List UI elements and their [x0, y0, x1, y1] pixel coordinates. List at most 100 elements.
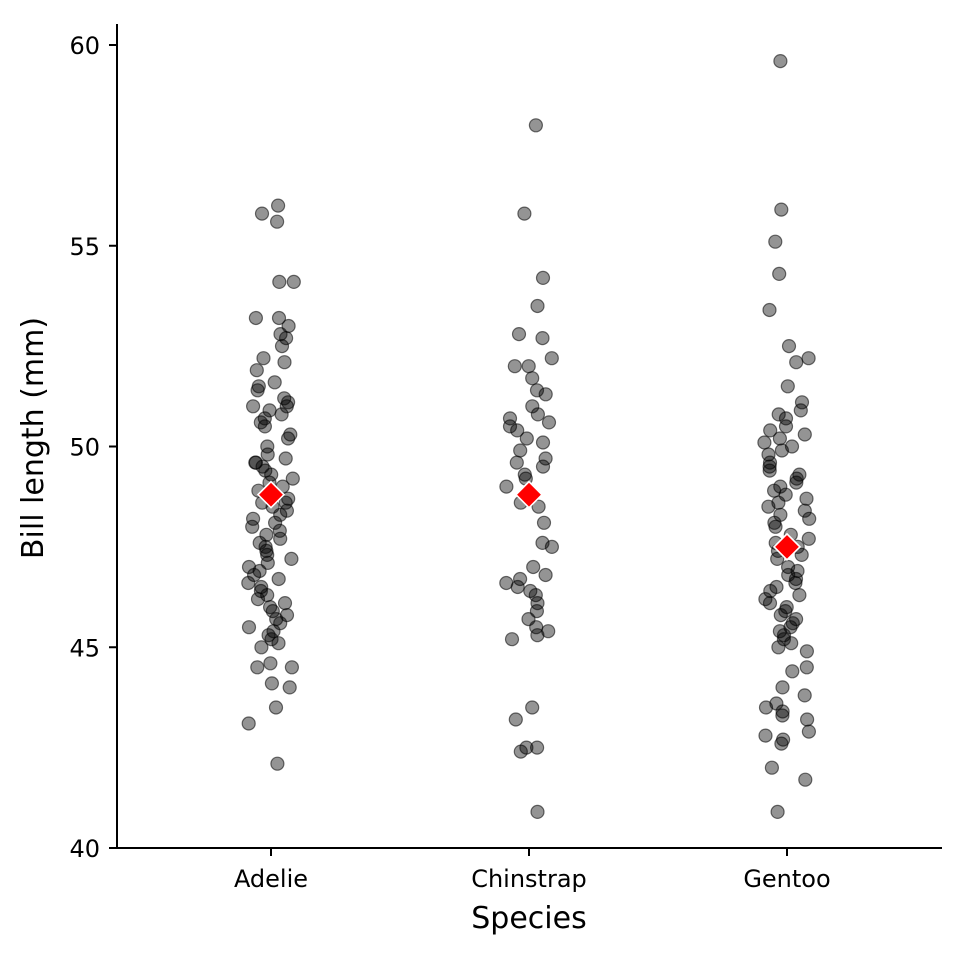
point-adelie-22	[274, 407, 289, 422]
point-adelie-74	[241, 620, 257, 635]
point-gentoo-19	[774, 443, 790, 458]
point-chinstrap-33	[538, 567, 553, 583]
point-adelie-23	[257, 411, 272, 426]
point-gentoo-51	[763, 583, 778, 599]
point-chinstrap-51	[530, 804, 545, 820]
x-axis-ticks: Adelie Chinstrap Gentoo	[234, 848, 831, 893]
point-gentoo-35	[802, 511, 817, 526]
point-gentoo-44	[770, 551, 785, 567]
point-adelie-11	[256, 351, 271, 366]
point-gentoo-66	[799, 644, 815, 659]
point-gentoo-59	[785, 616, 800, 631]
point-gentoo-0	[773, 53, 788, 69]
point-adelie-20	[246, 399, 261, 414]
point-gentoo-74	[775, 708, 790, 723]
point-adelie-0	[271, 198, 286, 213]
point-chinstrap-44	[530, 628, 545, 643]
x-tick-label-chinstrap: Chinstrap	[471, 865, 587, 893]
point-gentoo-76	[801, 724, 817, 739]
point-adelie-45	[279, 503, 294, 518]
point-gentoo-2	[768, 234, 783, 249]
point-gentoo-14	[763, 423, 778, 438]
point-gentoo-57	[773, 607, 788, 623]
point-gentoo-77	[758, 728, 773, 743]
point-gentoo-70	[797, 688, 812, 703]
point-adelie-57	[284, 551, 299, 567]
point-adelie-84	[282, 680, 297, 695]
point-chinstrap-31	[544, 539, 560, 555]
point-adelie-48	[268, 515, 283, 530]
point-gentoo-52	[792, 587, 807, 603]
point-gentoo-30	[799, 491, 814, 506]
point-adelie-13	[249, 363, 264, 378]
point-adelie-62	[271, 571, 286, 587]
point-chinstrap-21	[538, 451, 553, 466]
point-gentoo-61	[772, 624, 788, 639]
point-gentoo-82	[770, 804, 785, 820]
y-tick-label-50: 50	[69, 434, 100, 462]
point-adelie-3	[286, 274, 301, 289]
point-gentoo-3	[772, 266, 787, 281]
point-gentoo-48	[788, 571, 804, 587]
point-chinstrap-32	[526, 559, 541, 575]
point-adelie-83	[264, 676, 279, 691]
point-gentoo-54	[762, 595, 778, 611]
point-adelie-67	[250, 591, 266, 607]
point-adelie-80	[263, 656, 278, 671]
point-adelie-19	[279, 399, 294, 414]
point-chinstrap-11	[538, 387, 553, 402]
point-adelie-85	[268, 700, 284, 715]
point-adelie-1	[254, 206, 270, 221]
point-gentoo-1	[774, 202, 789, 217]
point-adelie-78	[271, 636, 286, 651]
point-adelie-77	[264, 632, 279, 647]
point-adelie-41	[281, 491, 296, 506]
point-gentoo-16	[772, 431, 788, 446]
point-gentoo-4	[762, 302, 777, 318]
y-tick-label-60: 60	[69, 32, 100, 60]
y-tick-label-55: 55	[69, 233, 100, 261]
point-chinstrap-43	[541, 624, 556, 639]
point-gentoo-75	[799, 712, 815, 727]
point-gentoo-10	[793, 403, 808, 418]
point-gentoo-8	[780, 379, 795, 394]
point-gentoo-11	[771, 407, 786, 422]
point-chinstrap-1	[517, 206, 532, 221]
point-gentoo-72	[758, 700, 774, 715]
point-adelie-87	[270, 756, 285, 771]
point-adelie-30	[278, 451, 293, 466]
point-chinstrap-46	[525, 700, 540, 715]
point-chinstrap-5	[535, 331, 550, 346]
point-gentoo-80	[764, 760, 780, 775]
data-points	[241, 53, 817, 820]
point-gentoo-79	[774, 736, 789, 751]
point-adelie-10	[274, 339, 290, 354]
point-gentoo-33	[797, 503, 812, 518]
point-chinstrap-10	[529, 383, 545, 398]
point-chinstrap-13	[530, 407, 546, 422]
point-chinstrap-18	[519, 431, 534, 446]
x-axis-title: Species	[471, 901, 586, 936]
point-adelie-14	[267, 375, 282, 390]
point-gentoo-22	[762, 459, 777, 474]
point-adelie-68	[277, 595, 293, 611]
point-chinstrap-3	[530, 298, 545, 314]
point-chinstrap-19	[535, 435, 551, 450]
point-gentoo-7	[789, 355, 804, 370]
point-adelie-24	[253, 415, 268, 430]
point-gentoo-43	[794, 547, 809, 563]
point-gentoo-32	[761, 499, 776, 514]
mean-marker-chinstrap	[514, 480, 544, 509]
point-chinstrap-9	[525, 371, 540, 386]
point-gentoo-5	[781, 339, 797, 354]
point-chinstrap-47	[508, 712, 523, 727]
point-chinstrap-29	[536, 515, 552, 530]
point-gentoo-63	[776, 632, 792, 647]
point-chinstrap-14	[502, 411, 518, 426]
point-chinstrap-28	[531, 499, 546, 514]
point-chinstrap-17	[510, 423, 525, 438]
point-adelie-49	[245, 519, 260, 534]
point-gentoo-26	[789, 475, 804, 490]
point-chinstrap-23	[535, 459, 551, 474]
y-axis-ticks: 40 45 50 55 60	[69, 32, 117, 863]
